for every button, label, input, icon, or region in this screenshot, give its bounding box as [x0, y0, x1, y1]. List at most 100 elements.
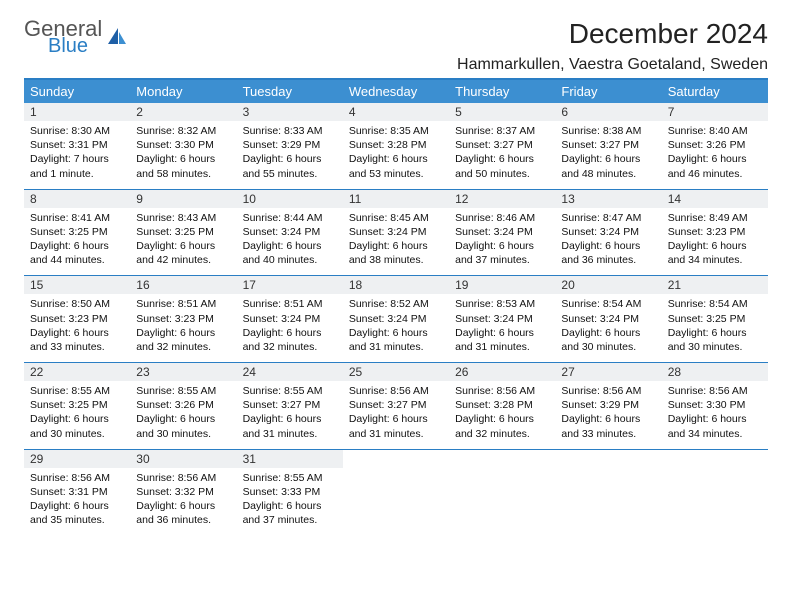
day-number-cell: 19	[449, 276, 555, 295]
day-detail-cell: Sunrise: 8:56 AMSunset: 3:32 PMDaylight:…	[130, 468, 236, 536]
sunset-text: Sunset: 3:29 PM	[243, 138, 337, 152]
sunrise-text: Sunrise: 8:47 AM	[561, 211, 655, 225]
day-detail-cell: Sunrise: 8:30 AMSunset: 3:31 PMDaylight:…	[24, 121, 130, 189]
sunrise-text: Sunrise: 8:51 AM	[243, 297, 337, 311]
sunrise-text: Sunrise: 8:55 AM	[243, 471, 337, 485]
day-number-cell: 2	[130, 103, 236, 121]
day-number-cell: 13	[555, 189, 661, 208]
daylight-text: Daylight: 6 hours and 30 minutes.	[561, 326, 655, 354]
dayhead-sun: Sunday	[24, 80, 130, 103]
day-detail-cell: Sunrise: 8:40 AMSunset: 3:26 PMDaylight:…	[662, 121, 768, 189]
sunrise-text: Sunrise: 8:50 AM	[30, 297, 124, 311]
daylight-text: Daylight: 6 hours and 31 minutes.	[349, 326, 443, 354]
day-number-cell: 4	[343, 103, 449, 121]
calendar-table: Sunday Monday Tuesday Wednesday Thursday…	[24, 80, 768, 535]
daylight-text: Daylight: 6 hours and 35 minutes.	[30, 499, 124, 527]
dayhead-mon: Monday	[130, 80, 236, 103]
header: General Blue December 2024 Hammarkullen,…	[24, 18, 768, 74]
sunset-text: Sunset: 3:30 PM	[136, 138, 230, 152]
daynum-row: 293031	[24, 449, 768, 468]
daylight-text: Daylight: 6 hours and 30 minutes.	[668, 326, 762, 354]
sunset-text: Sunset: 3:24 PM	[349, 225, 443, 239]
sunset-text: Sunset: 3:30 PM	[668, 398, 762, 412]
daylight-text: Daylight: 6 hours and 36 minutes.	[136, 499, 230, 527]
sunrise-text: Sunrise: 8:32 AM	[136, 124, 230, 138]
sunrise-text: Sunrise: 8:35 AM	[349, 124, 443, 138]
sunset-text: Sunset: 3:24 PM	[243, 312, 337, 326]
day-number-cell: 22	[24, 363, 130, 382]
sunrise-text: Sunrise: 8:33 AM	[243, 124, 337, 138]
dayhead-sat: Saturday	[662, 80, 768, 103]
daylight-text: Daylight: 6 hours and 37 minutes.	[455, 239, 549, 267]
day-detail-cell: Sunrise: 8:38 AMSunset: 3:27 PMDaylight:…	[555, 121, 661, 189]
daylight-text: Daylight: 6 hours and 32 minutes.	[455, 412, 549, 440]
daylight-text: Daylight: 6 hours and 36 minutes.	[561, 239, 655, 267]
sunset-text: Sunset: 3:25 PM	[668, 312, 762, 326]
sunrise-text: Sunrise: 8:56 AM	[455, 384, 549, 398]
day-detail-cell: Sunrise: 8:56 AMSunset: 3:30 PMDaylight:…	[662, 381, 768, 449]
location: Hammarkullen, Vaestra Goetaland, Sweden	[457, 56, 768, 74]
sunrise-text: Sunrise: 8:51 AM	[136, 297, 230, 311]
sunset-text: Sunset: 3:23 PM	[30, 312, 124, 326]
sunset-text: Sunset: 3:33 PM	[243, 485, 337, 499]
sunset-text: Sunset: 3:27 PM	[243, 398, 337, 412]
daylight-text: Daylight: 6 hours and 33 minutes.	[30, 326, 124, 354]
daylight-text: Daylight: 6 hours and 34 minutes.	[668, 412, 762, 440]
day-detail-cell: Sunrise: 8:53 AMSunset: 3:24 PMDaylight:…	[449, 294, 555, 362]
sunset-text: Sunset: 3:28 PM	[349, 138, 443, 152]
sunset-text: Sunset: 3:26 PM	[668, 138, 762, 152]
day-number-cell: 28	[662, 363, 768, 382]
sunset-text: Sunset: 3:31 PM	[30, 485, 124, 499]
daylight-text: Daylight: 6 hours and 30 minutes.	[136, 412, 230, 440]
detail-row: Sunrise: 8:56 AMSunset: 3:31 PMDaylight:…	[24, 468, 768, 536]
title-block: December 2024 Hammarkullen, Vaestra Goet…	[457, 18, 768, 74]
daylight-text: Daylight: 6 hours and 31 minutes.	[455, 326, 549, 354]
day-number-cell: 6	[555, 103, 661, 121]
day-detail-cell: Sunrise: 8:37 AMSunset: 3:27 PMDaylight:…	[449, 121, 555, 189]
sunrise-text: Sunrise: 8:49 AM	[668, 211, 762, 225]
sunset-text: Sunset: 3:31 PM	[30, 138, 124, 152]
logo: General Blue	[24, 18, 128, 56]
day-detail-cell: Sunrise: 8:50 AMSunset: 3:23 PMDaylight:…	[24, 294, 130, 362]
day-detail-cell: Sunrise: 8:46 AMSunset: 3:24 PMDaylight:…	[449, 208, 555, 276]
daylight-text: Daylight: 6 hours and 31 minutes.	[349, 412, 443, 440]
day-detail-cell: Sunrise: 8:32 AMSunset: 3:30 PMDaylight:…	[130, 121, 236, 189]
sunset-text: Sunset: 3:23 PM	[136, 312, 230, 326]
sunrise-text: Sunrise: 8:56 AM	[349, 384, 443, 398]
day-detail-cell	[662, 468, 768, 536]
sunset-text: Sunset: 3:26 PM	[136, 398, 230, 412]
sunrise-text: Sunrise: 8:56 AM	[136, 471, 230, 485]
day-number-cell: 9	[130, 189, 236, 208]
day-detail-cell: Sunrise: 8:49 AMSunset: 3:23 PMDaylight:…	[662, 208, 768, 276]
daylight-text: Daylight: 6 hours and 33 minutes.	[561, 412, 655, 440]
sunrise-text: Sunrise: 8:55 AM	[136, 384, 230, 398]
sunset-text: Sunset: 3:28 PM	[455, 398, 549, 412]
sunrise-text: Sunrise: 8:37 AM	[455, 124, 549, 138]
day-number-cell: 24	[237, 363, 343, 382]
day-detail-cell: Sunrise: 8:43 AMSunset: 3:25 PMDaylight:…	[130, 208, 236, 276]
day-number-cell: 7	[662, 103, 768, 121]
sunrise-text: Sunrise: 8:55 AM	[243, 384, 337, 398]
sunrise-text: Sunrise: 8:43 AM	[136, 211, 230, 225]
sunset-text: Sunset: 3:24 PM	[455, 312, 549, 326]
day-number-cell: 27	[555, 363, 661, 382]
daynum-row: 1234567	[24, 103, 768, 121]
sunrise-text: Sunrise: 8:30 AM	[30, 124, 124, 138]
day-detail-cell: Sunrise: 8:52 AMSunset: 3:24 PMDaylight:…	[343, 294, 449, 362]
day-detail-cell	[449, 468, 555, 536]
day-number-cell: 31	[237, 449, 343, 468]
daylight-text: Daylight: 6 hours and 38 minutes.	[349, 239, 443, 267]
sunset-text: Sunset: 3:32 PM	[136, 485, 230, 499]
day-detail-cell: Sunrise: 8:45 AMSunset: 3:24 PMDaylight:…	[343, 208, 449, 276]
day-number-cell: 21	[662, 276, 768, 295]
day-number-cell: 1	[24, 103, 130, 121]
day-detail-cell: Sunrise: 8:51 AMSunset: 3:24 PMDaylight:…	[237, 294, 343, 362]
daynum-row: 15161718192021	[24, 276, 768, 295]
day-detail-cell: Sunrise: 8:51 AMSunset: 3:23 PMDaylight:…	[130, 294, 236, 362]
sunset-text: Sunset: 3:25 PM	[30, 398, 124, 412]
sunset-text: Sunset: 3:25 PM	[30, 225, 124, 239]
day-number-cell: 15	[24, 276, 130, 295]
day-detail-cell: Sunrise: 8:56 AMSunset: 3:31 PMDaylight:…	[24, 468, 130, 536]
daylight-text: Daylight: 6 hours and 32 minutes.	[136, 326, 230, 354]
sunset-text: Sunset: 3:27 PM	[455, 138, 549, 152]
